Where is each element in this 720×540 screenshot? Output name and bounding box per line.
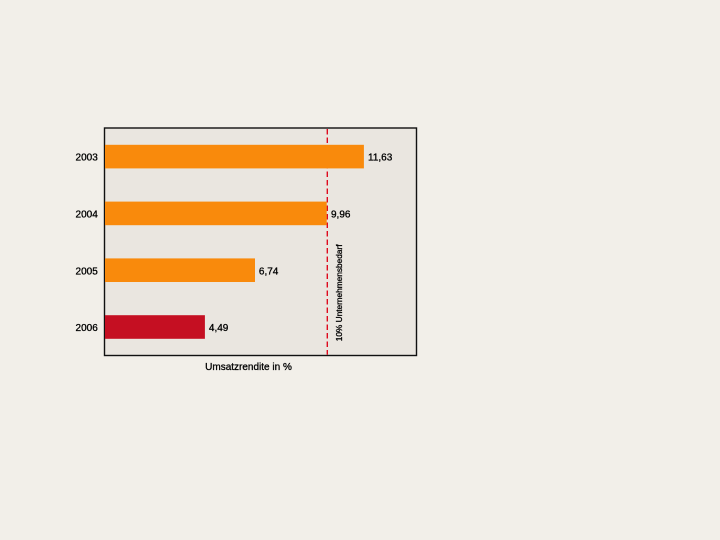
svg-text:2005: 2005 (76, 266, 99, 277)
svg-text:9,96: 9,96 (331, 209, 351, 220)
svg-text:2006: 2006 (76, 323, 99, 334)
svg-text:2003: 2003 (76, 153, 99, 164)
svg-text:Umsatzrendite in %: Umsatzrendite in % (205, 362, 292, 373)
svg-text:4,49: 4,49 (209, 323, 229, 334)
svg-text:6,74: 6,74 (259, 266, 279, 277)
svg-text:11,63: 11,63 (368, 153, 393, 164)
svg-text:2004: 2004 (76, 209, 99, 220)
svg-text:10% Unternehmensbedarf: 10% Unternehmensbedarf (334, 244, 344, 342)
